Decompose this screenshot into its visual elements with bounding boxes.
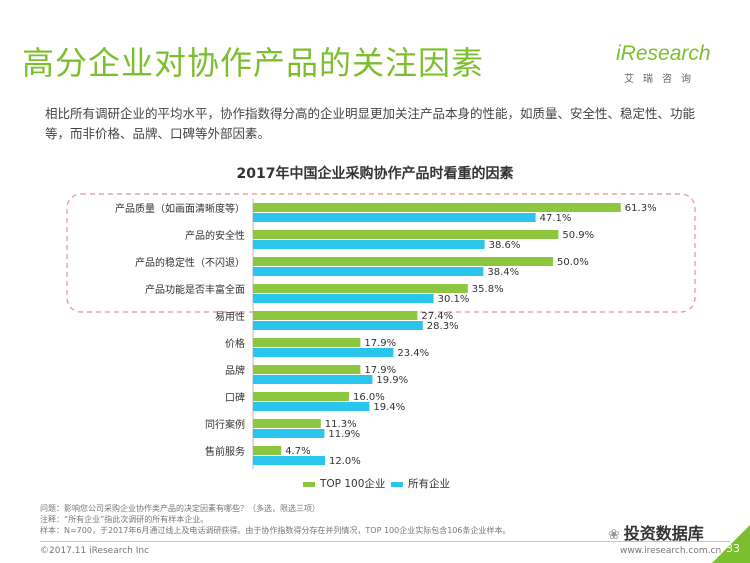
bar-all xyxy=(253,348,394,357)
data-label: 12.0% xyxy=(329,456,361,467)
bar-all xyxy=(253,240,485,249)
bar-all xyxy=(253,321,423,330)
bar-all xyxy=(253,456,325,465)
data-label: 61.3% xyxy=(625,203,657,214)
footer-divider xyxy=(40,541,730,542)
category-label: 易用性 xyxy=(215,310,245,323)
bar-top100 xyxy=(253,311,418,320)
data-label: 38.4% xyxy=(487,267,519,278)
data-label: 11.3% xyxy=(325,419,357,430)
bar-top100 xyxy=(253,365,361,374)
data-label: 38.6% xyxy=(489,240,521,251)
iresearch-logo: iResearch 艾瑞咨询 xyxy=(612,40,722,88)
data-label: 30.1% xyxy=(438,294,470,305)
intro-paragraph: 相比所有调研企业的平均水平，协作指数得分高的企业明显更加关注产品本身的性能，如质… xyxy=(45,106,696,141)
data-label: 4.7% xyxy=(285,446,310,457)
bar-top100 xyxy=(253,230,559,239)
chart-title: 2017年中国企业采购协作产品时看重的因素 xyxy=(236,166,514,182)
footer-source: 样本：N=700，于2017年6月通过线上及电话调研获得。由于协作指数得分存在并… xyxy=(40,526,511,535)
page-title: 高分企业对协作产品的关注因素 xyxy=(22,44,485,82)
copyright: ©2017.11 iResearch Inc xyxy=(40,546,150,556)
bar-all xyxy=(253,402,370,411)
legend-label: 所有企业 xyxy=(408,477,450,490)
category-label: 口碑 xyxy=(225,391,245,404)
data-label: 11.9% xyxy=(328,429,360,440)
logo-text: iResearch xyxy=(616,42,711,65)
data-label: 19.9% xyxy=(376,375,408,386)
bar-chart: 产品质量（如画面清晰度等） 61.3% 47.1% 产品的安全性 50.9% 38.6% 产… xyxy=(66,193,696,490)
bar-all xyxy=(253,375,373,384)
category-label: 产品的稳定性（不闪退） xyxy=(135,256,245,269)
legend-label: TOP 100企业 xyxy=(319,477,385,490)
bar-top100 xyxy=(253,257,553,266)
page-number: 33 xyxy=(726,542,740,555)
data-label: 28.3% xyxy=(427,321,459,332)
corner-decoration xyxy=(712,525,750,563)
wechat-label: 投资数据库 xyxy=(623,524,704,543)
footer-note: 注释：“所有企业”指此次调研的所有样本企业。 xyxy=(40,515,209,524)
wechat-watermark: ❀ 投资数据库 xyxy=(608,520,704,544)
wechat-icon: ❀ xyxy=(608,527,620,543)
data-label: 47.1% xyxy=(540,213,572,224)
bar-top100 xyxy=(253,446,282,455)
data-label: 35.8% xyxy=(472,284,504,295)
logo-subtitle: 艾瑞咨询 xyxy=(624,74,700,85)
bar-all xyxy=(253,213,536,222)
data-label: 19.4% xyxy=(373,402,405,413)
data-label: 16.0% xyxy=(353,392,385,403)
bar-top100 xyxy=(253,419,321,428)
bar-top100 xyxy=(253,392,349,401)
highlight-box xyxy=(66,193,696,313)
data-label: 50.9% xyxy=(562,230,594,241)
data-label: 23.4% xyxy=(397,348,429,359)
data-label: 17.9% xyxy=(364,338,396,349)
legend-swatch xyxy=(303,482,315,487)
bar-all xyxy=(253,294,434,303)
bar-all xyxy=(253,267,484,276)
legend-swatch xyxy=(391,482,403,487)
category-label: 产品的安全性 xyxy=(185,229,245,242)
website: www.iresearch.com.cn xyxy=(620,546,722,556)
category-label: 同行案例 xyxy=(205,418,245,431)
category-label: 售前服务 xyxy=(205,445,245,458)
category-label: 产品质量（如画面清晰度等） xyxy=(115,202,245,215)
bar-top100 xyxy=(253,203,621,212)
data-label: 27.4% xyxy=(421,311,453,322)
bar-all xyxy=(253,429,325,438)
bar-top100 xyxy=(253,338,361,347)
category-label: 价格 xyxy=(225,337,245,350)
data-label: 17.9% xyxy=(364,365,396,376)
category-label: 产品功能是否丰富全面 xyxy=(145,283,245,296)
footer-question: 问题：影响您公司采购企业协作类产品的决定因素有哪些？（多选，限选三项） xyxy=(40,504,320,513)
bar-top100 xyxy=(253,284,468,293)
category-label: 品牌 xyxy=(225,364,245,377)
data-label: 50.0% xyxy=(557,257,589,268)
footer-notes: 问题：影响您公司采购企业协作类产品的决定因素有哪些？（多选，限选三项） 注释：“… xyxy=(40,503,511,536)
